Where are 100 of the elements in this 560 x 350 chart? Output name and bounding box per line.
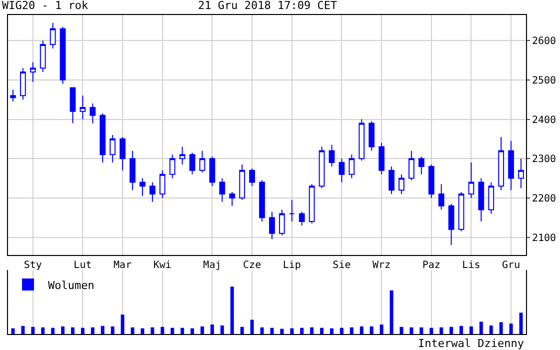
x-tick-label: Kwi [153,260,172,271]
bar [260,327,264,334]
bar [370,326,374,334]
candlestick [70,87,76,124]
candlestick [318,146,325,189]
bar [110,326,114,334]
bar [350,327,354,334]
bar [320,328,324,334]
text: 21 Gru 2018 17:09 CET [198,0,338,12]
candlestick [408,150,414,181]
candlestick [159,170,166,198]
candlestick [130,150,136,191]
bar [360,326,364,334]
candlestick [488,182,494,214]
bar [150,327,154,334]
candlestick [498,136,504,191]
bar [240,326,244,334]
candlestick [189,152,196,175]
candlestick [229,192,236,206]
candlestick [388,166,394,195]
x-tick-label: Sty [24,260,42,271]
bar [290,328,294,334]
bar [340,328,344,334]
candlestick [428,164,434,198]
bar [390,290,394,334]
candlestick [150,182,156,202]
candlestick [239,164,246,200]
bar [250,320,254,334]
candlestick [110,134,116,164]
y-tick-label: 2400 [532,114,556,126]
bar [499,322,503,334]
y-tick-label: 2300 [532,154,556,166]
bar [41,327,45,334]
bar [230,286,234,334]
candlestick [279,209,285,236]
bar [489,325,493,334]
bar [519,312,523,334]
bar [11,328,15,334]
candlestick [50,22,56,49]
x-tick-label: Sie [332,260,351,271]
candlestick [259,180,265,222]
bar [100,326,104,334]
candlestick [10,89,16,102]
candlestick [179,146,186,166]
bar [61,326,65,334]
candlestick [169,154,176,179]
candlestick [288,199,295,222]
candlestick [308,184,315,224]
x-tick-label: Lut [74,260,92,271]
bar [170,328,174,334]
bar [380,324,384,334]
candlestick [458,192,464,232]
bar [450,326,454,334]
candlestick [338,158,345,183]
candlestick [418,156,424,175]
bar [509,324,513,334]
candlestick [398,174,404,195]
bar [410,327,414,334]
candlestick [199,150,206,173]
bar [440,327,444,334]
bar [270,328,274,334]
legend-label: Wolumen [48,278,94,292]
x-tick-label: Paz [422,260,440,271]
bar [220,325,224,334]
text: Interwal Dzienny [418,337,524,350]
candlestick [518,158,524,189]
bar [300,328,304,334]
y-tick-label: 2500 [532,75,556,86]
candlestick [249,168,255,187]
x-tick-label: Maj [203,260,222,271]
candlestick [40,40,46,73]
candlestick [468,162,474,198]
candlestick [378,142,384,175]
bar [430,328,434,334]
bar [31,326,35,334]
bar [400,326,404,334]
candlestick [448,203,454,246]
candlestick [90,103,96,124]
bar [51,328,55,334]
candlestick [209,156,216,187]
bar [190,328,194,334]
candlestick [100,112,106,164]
x-tick-label: Wrz [372,260,391,271]
bar [420,327,424,334]
bar [160,326,164,334]
bar [210,324,214,334]
y-tick-label: 2600 [532,36,556,48]
candlestick [368,120,375,152]
candlestick [478,178,484,222]
candlestick [358,118,365,162]
candlestick [219,178,226,202]
bar [180,328,184,334]
candlestick [298,211,305,226]
bar [130,327,134,334]
candlestick [20,68,26,100]
bar [120,314,124,334]
candlestick [269,211,275,240]
bar [310,327,314,334]
bar [280,328,284,334]
x-tick-label: Gru [502,260,520,271]
